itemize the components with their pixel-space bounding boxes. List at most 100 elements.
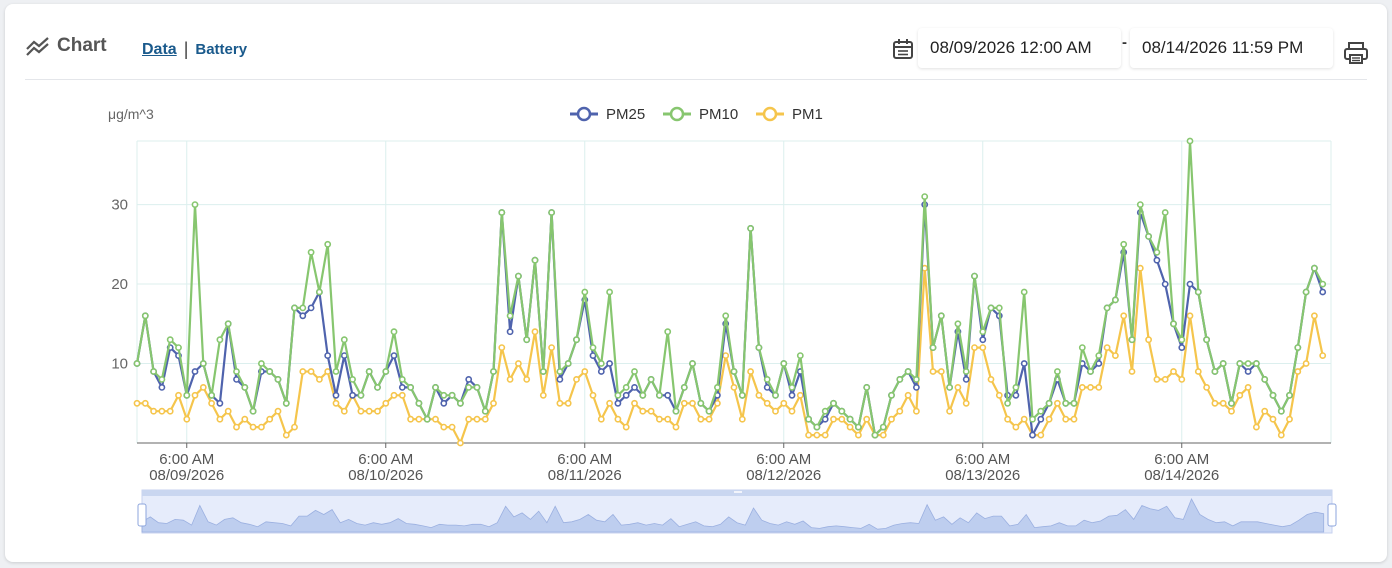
data-point-pm10	[398, 375, 406, 383]
tab-separator: |	[183, 39, 189, 59]
data-point-pm10	[390, 328, 398, 336]
data-point-pm10	[456, 399, 464, 407]
data-point-pm10	[166, 336, 174, 344]
data-point-pm1	[1112, 352, 1119, 359]
data-point-pm10	[1045, 399, 1053, 407]
data-point-pm10	[904, 368, 912, 375]
data-point-pm1	[415, 415, 423, 423]
data-point-pm1	[531, 328, 539, 336]
data-point-pm10	[357, 391, 365, 399]
data-point-pm10	[730, 368, 738, 375]
data-point-pm10	[1211, 368, 1219, 375]
data-point-pm25	[158, 383, 166, 391]
data-point-pm1	[539, 391, 547, 399]
x-tick-date: 08/12/2026	[746, 467, 821, 484]
data-point-pm1	[954, 383, 962, 391]
data-point-pm10	[208, 391, 215, 399]
data-point-pm10	[1103, 304, 1111, 312]
overview-area	[141, 498, 1325, 533]
data-point-pm10	[233, 368, 240, 375]
data-point-pm10	[597, 360, 605, 367]
data-point-pm10	[631, 368, 638, 375]
x-tick-date: 08/10/2026	[348, 467, 423, 484]
calendar-icon[interactable]	[892, 38, 914, 60]
data-point-pm1	[656, 415, 663, 423]
data-point-pm10	[365, 368, 373, 375]
data-point-pm1	[962, 399, 970, 407]
data-point-pm1	[1302, 360, 1310, 367]
data-point-pm10	[1203, 336, 1210, 344]
data-point-pm1	[1037, 431, 1045, 439]
data-point-pm1	[257, 423, 265, 431]
start-date-field[interactable]: 08/09/2026 12:00 AM	[918, 28, 1121, 68]
data-point-pm10	[257, 360, 265, 367]
x-tick-date: 08/13/2026	[945, 467, 1020, 484]
data-point-pm10	[937, 312, 945, 320]
data-point-pm1	[606, 399, 613, 407]
data-point-pm1	[1253, 423, 1260, 431]
data-point-pm10	[473, 383, 481, 391]
data-point-pm10	[896, 375, 904, 383]
data-point-pm1	[830, 415, 837, 423]
data-point-pm1	[796, 391, 804, 399]
overview-top-bar	[142, 490, 1332, 496]
data-point-pm10	[656, 391, 663, 399]
data-point-pm10	[523, 336, 531, 344]
y-tick-label: 10	[111, 356, 128, 373]
data-point-pm10	[1261, 375, 1269, 383]
data-point-pm25	[1029, 431, 1036, 439]
data-point-pm10	[1012, 383, 1020, 391]
data-point-pm1	[332, 399, 340, 407]
data-point-pm10	[780, 360, 788, 367]
data-point-pm1	[1261, 407, 1269, 415]
data-point-pm1	[838, 415, 846, 423]
series-line-pm25	[135, 203, 1324, 437]
legend-label-pm1: PM1	[792, 106, 823, 123]
overview-left-handle	[137, 503, 147, 527]
data-point-pm10	[1087, 368, 1094, 375]
data-point-pm10	[1236, 360, 1244, 367]
data-point-pm25	[233, 375, 240, 383]
data-point-pm10	[1311, 264, 1318, 272]
data-point-pm1	[1145, 336, 1152, 344]
data-point-pm1	[465, 415, 473, 423]
data-point-pm1	[589, 391, 597, 399]
data-point-pm1	[1286, 415, 1293, 423]
data-point-pm1	[788, 407, 796, 415]
data-point-pm25	[1186, 280, 1194, 288]
data-point-pm10	[838, 407, 846, 415]
data-point-pm1	[191, 391, 199, 399]
data-point-pm1	[307, 368, 315, 375]
data-point-pm10	[813, 423, 821, 431]
data-point-pm1	[821, 431, 829, 439]
x-tick-time: 6:00 AM	[557, 451, 612, 468]
data-point-pm10	[415, 399, 423, 407]
data-point-pm10	[971, 272, 978, 280]
end-date-field[interactable]: 08/14/2026 11:59 PM	[1130, 28, 1333, 68]
data-point-pm1	[913, 407, 920, 415]
data-point-pm25	[962, 375, 970, 383]
data-point-pm10	[249, 407, 257, 415]
data-point-pm10	[224, 320, 232, 328]
tab-data[interactable]: Data	[142, 40, 177, 58]
data-point-pm10	[763, 375, 771, 383]
overview-slider[interactable]	[137, 489, 1337, 534]
tab-battery[interactable]: Battery	[195, 41, 248, 58]
data-point-pm1	[1128, 368, 1136, 375]
print-icon[interactable]	[1343, 41, 1369, 65]
series-line-pm10	[135, 139, 1324, 437]
data-point-pm25	[664, 391, 672, 399]
data-point-pm25	[556, 375, 564, 383]
legend-label-pm10: PM10	[699, 106, 738, 123]
data-point-pm10	[1112, 296, 1119, 304]
data-point-pm25	[1153, 256, 1161, 264]
data-point-pm1	[639, 407, 647, 415]
data-point-pm10	[199, 360, 207, 367]
data-point-pm10	[498, 209, 506, 216]
data-point-pm25	[349, 391, 356, 399]
data-point-pm1	[1178, 375, 1186, 383]
data-point-pm25	[788, 391, 796, 399]
data-point-pm1	[689, 399, 696, 407]
data-point-pm10	[440, 391, 448, 399]
